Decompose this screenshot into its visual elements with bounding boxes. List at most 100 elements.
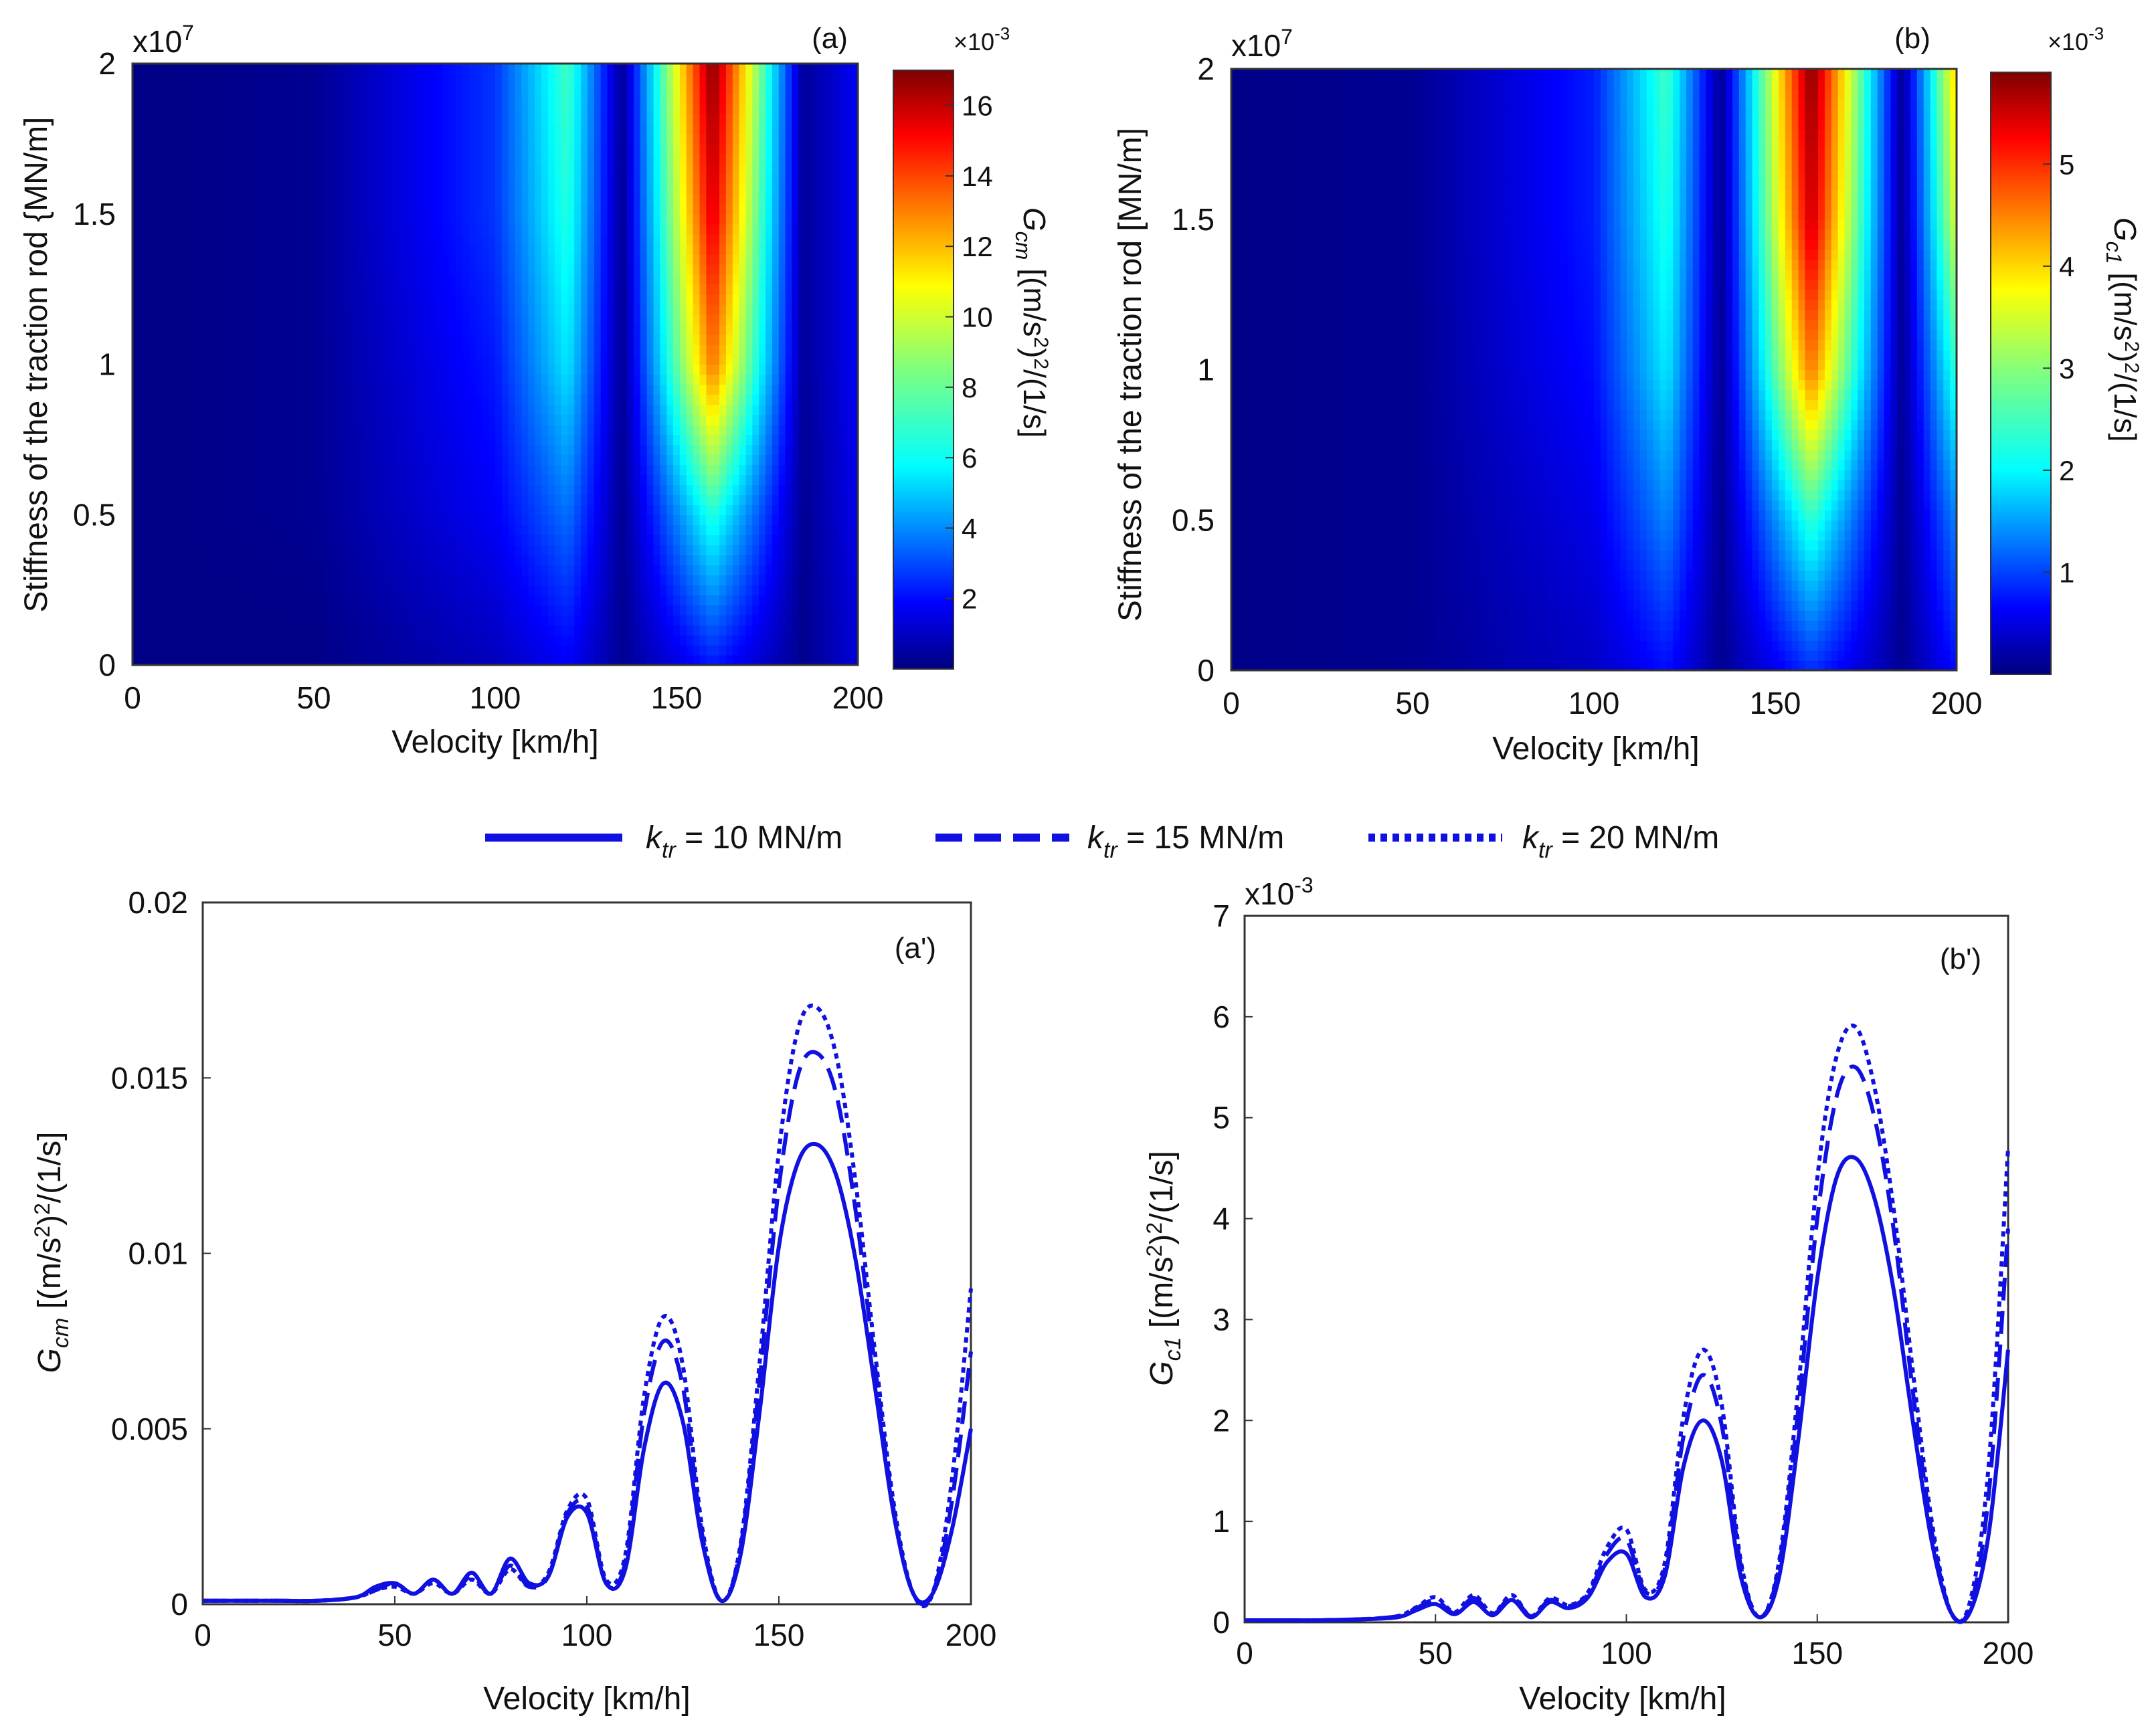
- heatmap-cell: [225, 655, 232, 666]
- heatmap-cell: [324, 274, 331, 285]
- heatmap-cell: [251, 74, 258, 84]
- heatmap-cell: [608, 224, 615, 235]
- heatmap-cell: [515, 144, 523, 155]
- heatmap-cell: [337, 484, 344, 495]
- heatmap-cell: [535, 345, 542, 355]
- heatmap-cell: [185, 615, 193, 626]
- heatmap-cell: [456, 464, 463, 475]
- heatmap-cell: [416, 214, 424, 225]
- heatmap-cell: [159, 535, 166, 545]
- heatmap-cell: [383, 404, 390, 415]
- heatmap-cell: [666, 365, 674, 375]
- heatmap-cell: [172, 284, 179, 295]
- heatmap-cell: [172, 585, 179, 595]
- heatmap-cell: [278, 484, 285, 495]
- heatmap-cell: [258, 184, 265, 195]
- heatmap-cell: [502, 84, 509, 94]
- heatmap-cell: [502, 605, 509, 615]
- heatmap-cell: [278, 274, 285, 285]
- heatmap-cell: [271, 355, 278, 365]
- heatmap-cell: [211, 575, 219, 585]
- heatmap-cell: [666, 404, 674, 415]
- heatmap-cell: [502, 575, 509, 585]
- heatmap-cell: [370, 334, 377, 345]
- heatmap-cell: [581, 324, 588, 335]
- heatmap-cell: [555, 464, 562, 475]
- heatmap-cell: [389, 414, 397, 425]
- heatmap-cell: [179, 244, 186, 255]
- heatmap-cell: [528, 104, 535, 114]
- heatmap-cell: [264, 304, 272, 315]
- heatmap-cell: [278, 655, 285, 666]
- heatmap-cell: [423, 64, 430, 74]
- heatmap-cell: [469, 274, 476, 285]
- heatmap-cell: [278, 625, 285, 636]
- heatmap-cell: [251, 154, 258, 165]
- heatmap-cell: [199, 154, 206, 165]
- heatmap-cell: [462, 304, 470, 315]
- heatmap-cell: [647, 324, 654, 335]
- heatmap-cell: [291, 524, 298, 535]
- heatmap-cell: [680, 635, 687, 646]
- heatmap-cell: [640, 464, 648, 475]
- heatmap-cell: [416, 84, 424, 94]
- heatmap-cell: [377, 184, 384, 195]
- heatmap-cell: [317, 355, 325, 365]
- heatmap-cell: [502, 424, 509, 435]
- heatmap-cell: [165, 164, 173, 175]
- heatmap-cell: [317, 204, 325, 215]
- heatmap-cell: [456, 635, 463, 646]
- heatmap-cell: [535, 194, 542, 205]
- heatmap-cell: [251, 174, 258, 185]
- heatmap-cell: [555, 334, 562, 345]
- heatmap-cell: [594, 244, 602, 255]
- heatmap-cell: [310, 264, 318, 275]
- heatmap-cell: [521, 575, 529, 585]
- heatmap-cell: [535, 655, 542, 666]
- heatmap-cell: [185, 575, 193, 585]
- heatmap-cell: [429, 565, 436, 575]
- heatmap-cell: [436, 234, 443, 245]
- heatmap-cell: [146, 484, 153, 495]
- heatmap-cell: [211, 545, 219, 555]
- heatmap-cell: [634, 304, 641, 315]
- heatmap-cell: [515, 294, 523, 305]
- heatmap-cell: [271, 384, 278, 395]
- heatmap-cell: [588, 545, 595, 555]
- heatmap-cell: [363, 414, 371, 425]
- heatmap-cell: [271, 174, 278, 185]
- heatmap-cell: [225, 94, 232, 104]
- heatmap-cell: [541, 494, 549, 505]
- heatmap-cell: [383, 434, 390, 445]
- heatmap-cell: [199, 244, 206, 255]
- heatmap-cell: [297, 484, 304, 495]
- heatmap-cell: [423, 365, 430, 375]
- heatmap-cell: [475, 254, 482, 265]
- heatmap-cell: [179, 284, 186, 295]
- heatmap-cell: [462, 244, 470, 255]
- heatmap-cell: [588, 355, 595, 365]
- heatmap-cell: [634, 194, 641, 205]
- heatmap-cell: [278, 124, 285, 134]
- heatmap-cell: [634, 94, 641, 104]
- heatmap-cell: [495, 124, 503, 134]
- heatmap-cell: [640, 164, 648, 175]
- heatmap-cell: [310, 645, 318, 656]
- heatmap-cell: [548, 284, 555, 295]
- heatmap-cell: [601, 514, 608, 525]
- heatmap-cell: [673, 504, 681, 515]
- heatmap-cell: [357, 345, 364, 355]
- heatmap-cell: [555, 514, 562, 525]
- heatmap-cell: [251, 464, 258, 475]
- heatmap-cell: [555, 304, 562, 315]
- heatmap-cell: [377, 384, 384, 395]
- heatmap-cell: [179, 294, 186, 305]
- heatmap-cell: [264, 484, 272, 495]
- heatmap-cell: [423, 94, 430, 104]
- heatmap-cell: [251, 514, 258, 525]
- heatmap-cell: [601, 474, 608, 485]
- heatmap-cell: [515, 314, 523, 325]
- heatmap-cell: [284, 84, 292, 94]
- heatmap-cell: [343, 214, 351, 225]
- heatmap-cell: [350, 134, 357, 145]
